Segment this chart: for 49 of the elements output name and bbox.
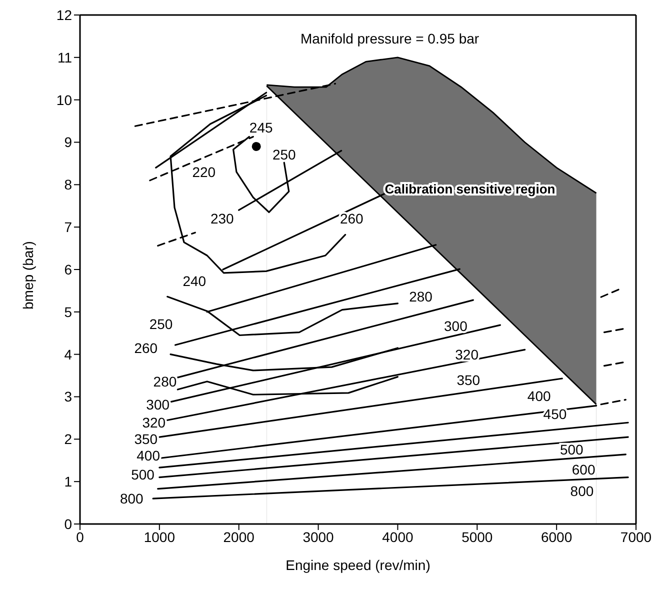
annotation: 280	[409, 288, 433, 305]
annotation: 250	[272, 146, 296, 163]
y-tick-label: 8	[64, 176, 72, 193]
y-axis-title: bmep (bar)	[20, 241, 36, 310]
annotation: 500	[560, 441, 584, 458]
x-axis-title: Engine speed (rev/min)	[286, 557, 430, 573]
annotation: 280	[153, 373, 177, 390]
annotation: 250	[149, 316, 173, 332]
annotation: 600	[572, 462, 596, 478]
x-tick-label: 0	[76, 528, 84, 545]
annotation: 220	[192, 164, 216, 180]
annotation: 400	[136, 447, 160, 464]
y-tick-label: 1	[64, 474, 72, 490]
annotation: 300	[444, 318, 468, 334]
annotation: 800	[570, 482, 594, 499]
annotation: 800	[120, 490, 144, 507]
y-tick-label: 11	[57, 49, 72, 66]
y-tick-label: 2	[64, 431, 72, 448]
annotation: 320	[455, 346, 479, 362]
annotation: Manifold pressure = 0.95 bar	[300, 30, 480, 46]
annotation: 500	[131, 466, 155, 482]
y-tick-label: 9	[64, 134, 72, 150]
annotation: 300	[146, 396, 170, 412]
annotation: 450	[543, 406, 567, 422]
x-tick-label: 7000	[620, 528, 652, 545]
annotation: 245	[249, 119, 273, 136]
annotation: 230	[210, 210, 234, 227]
annotation: 260	[134, 340, 158, 356]
x-tick-label: 5000	[462, 528, 493, 545]
annotation: 400	[527, 388, 551, 404]
annotation: 350	[456, 372, 480, 388]
y-tick-label: 6	[64, 261, 72, 278]
y-tick-label: 4	[64, 346, 72, 362]
y-tick-label: 3	[64, 388, 72, 405]
y-tick-label: 12	[56, 6, 72, 23]
x-tick-label: 6000	[540, 528, 572, 545]
annotation: 320	[142, 414, 166, 431]
x-tick-label: 1000	[144, 528, 176, 545]
y-tick-label: 0	[64, 516, 72, 532]
y-tick-label: 5	[64, 304, 72, 320]
x-tick-label: 4000	[382, 528, 414, 545]
y-tick-label: 10	[56, 92, 72, 108]
annotation: 350	[134, 431, 158, 448]
x-tick-label: 3000	[302, 528, 334, 545]
y-tick-label: 7	[64, 219, 72, 236]
annotation: 260	[340, 210, 364, 227]
annotation: Calibration sensitive region	[384, 182, 556, 197]
annotation: 240	[182, 272, 206, 289]
x-tick-label: 2000	[223, 528, 255, 545]
